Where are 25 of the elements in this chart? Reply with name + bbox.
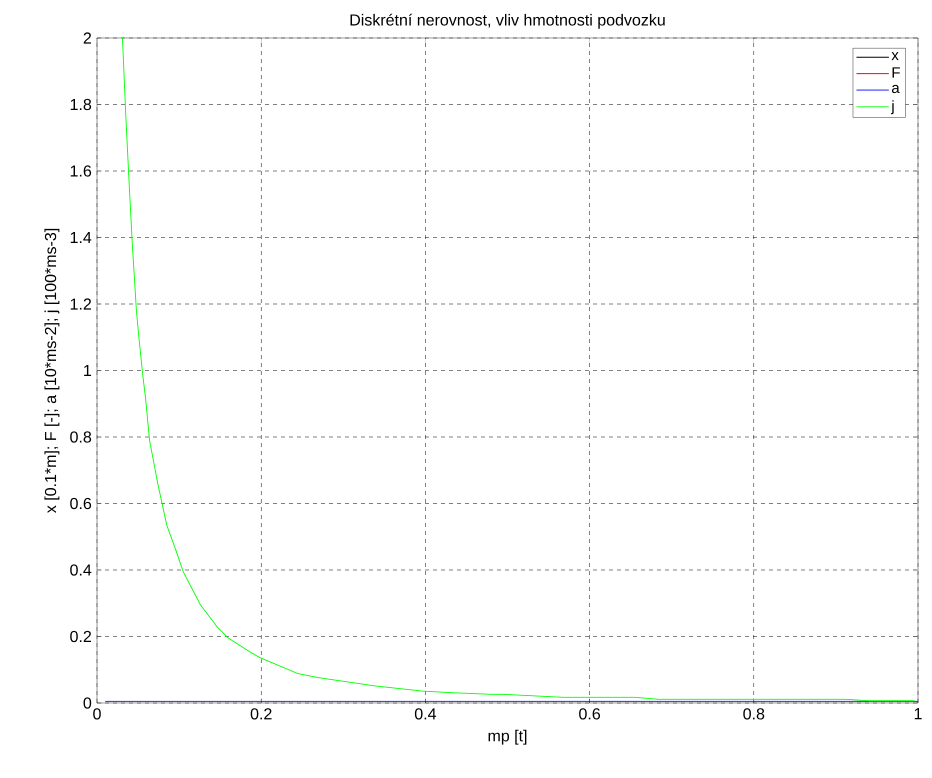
y-tick-label: 0	[84, 697, 92, 709]
x-tick-label: 0.2	[250, 708, 272, 720]
legend-label: F	[892, 67, 900, 78]
x-tick-label: 0.6	[579, 708, 600, 720]
y-tick-label: 1.4	[70, 232, 92, 243]
x-axis-title: mp [t]	[488, 730, 526, 745]
x-tick-label: 0.4	[414, 708, 436, 720]
chart-title: Diskrétní nerovnost, vliv hmotnosti podvozku	[350, 14, 665, 29]
x-tick-label: 0.8	[743, 708, 764, 720]
legend-label: x	[892, 52, 899, 60]
y-tick-label: 0.6	[70, 498, 92, 510]
y-tick-label: 1.2	[70, 298, 91, 310]
x-tick-label: 0	[93, 708, 101, 720]
line-series	[122, 38, 916, 702]
legend-label: a	[892, 84, 900, 94]
y-tick-label: 0.8	[70, 431, 92, 443]
y-tick-label: 2	[84, 32, 91, 44]
legend-label: j	[890, 100, 894, 114]
y-tick-label: 1	[84, 364, 92, 376]
x-tick-label: 1	[914, 708, 922, 720]
y-tick-label: 0.4	[70, 564, 92, 576]
y-axis-title: x [0.1*m]; F [-]; a [10*ms-2]; j [100*ms-3]	[44, 228, 60, 514]
y-tick-label: 0.2	[70, 630, 91, 642]
y-tick-label: 1.8	[70, 98, 92, 110]
y-tick-label: 1.6	[70, 165, 92, 177]
